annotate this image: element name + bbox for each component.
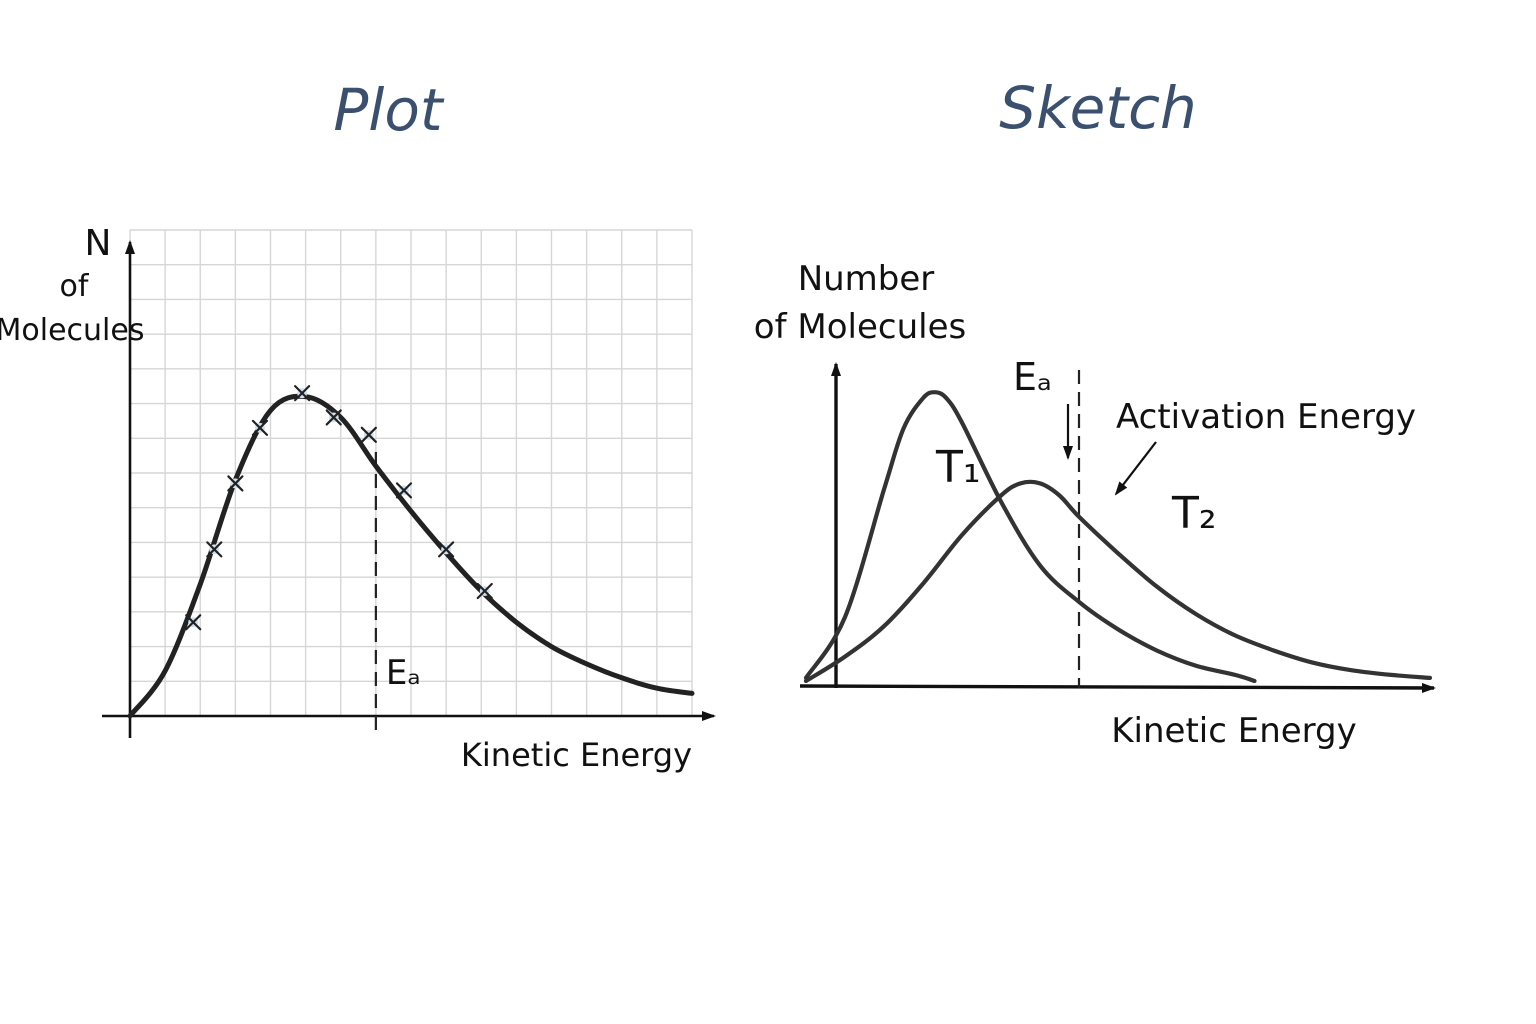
plot-data-point: [185, 614, 202, 631]
plot-title: Plot: [333, 76, 445, 144]
plot-data-point: [251, 419, 269, 436]
sketch-series-t2-line: [803, 479, 1433, 684]
sketch-chart: Sketch Number of Molecules Kinetic Energ…: [754, 74, 1436, 751]
sketch-x-axis: [799, 682, 1436, 693]
sketch-ylabel-line-2: of Molecules: [754, 307, 966, 347]
plot-grid: [129, 229, 693, 717]
sketch-ea-label: Eₐ: [1013, 355, 1052, 399]
plot-ea-label: Eₐ: [386, 653, 421, 693]
plot-data-point: [395, 482, 413, 499]
sketch-series-t1-label: T₁: [935, 442, 981, 493]
plot-ylabel-line-3: Molecules: [0, 313, 144, 348]
sketch-activation-energy-arrow: [1114, 441, 1157, 496]
sketch-title: Sketch: [999, 74, 1196, 142]
plot-data-point: [294, 385, 311, 402]
plot-ylabel-line-1: N: [85, 223, 112, 264]
plot-chart: Plot N of Molecules Kinetic Energy Eₐ: [0, 76, 716, 774]
plot-data-point: [360, 426, 377, 443]
plot-fitted-curve: [127, 393, 695, 719]
sketch-ylabel-line-1: Number: [798, 259, 935, 299]
sketch-xlabel: Kinetic Energy: [1111, 711, 1357, 751]
sketch-activation-energy-label: Activation Energy: [1116, 397, 1416, 437]
plot-xlabel: Kinetic Energy: [461, 736, 692, 774]
plot-data-point: [438, 541, 455, 558]
sketch-series-t1-line: [803, 390, 1257, 684]
sketch-series-t2-label: T₂: [1171, 488, 1217, 539]
plot-data-point: [476, 582, 493, 600]
plot-data-point: [206, 541, 223, 558]
plot-data-points: [185, 385, 493, 631]
plot-ylabel-line-2: of: [60, 269, 90, 304]
plot-data-point: [227, 475, 244, 492]
plot-data-point: [325, 409, 342, 426]
